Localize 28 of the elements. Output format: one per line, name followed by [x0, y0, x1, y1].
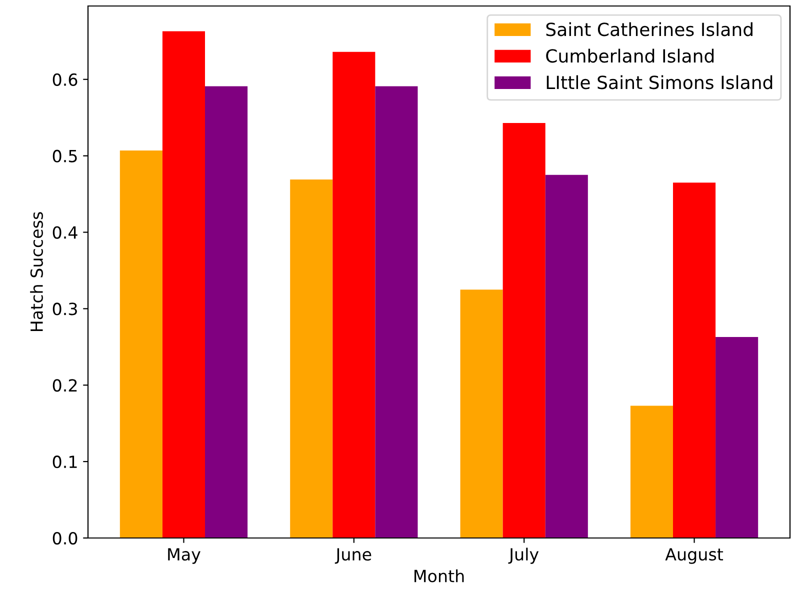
- y-tick-label: 0.4: [52, 226, 78, 239]
- x-tick-label: August: [665, 548, 724, 564]
- bar: [716, 336, 758, 538]
- bar: [162, 31, 205, 538]
- legend-label: LIttle Saint Simons Island: [546, 75, 772, 90]
- bar: [205, 86, 248, 538]
- bar: [502, 122, 546, 538]
- bar: [460, 290, 503, 538]
- legend-label: Saint Catherines Island: [546, 22, 752, 36]
- y-tick-label: 0.6: [52, 73, 78, 86]
- y-tick-label: 0.3: [52, 302, 77, 316]
- y-tick-label: 0.0: [52, 532, 78, 545]
- x-tick-label: July: [508, 548, 539, 564]
- bar: [120, 150, 162, 538]
- bar: [545, 174, 588, 538]
- x-tick-label: June: [334, 548, 372, 564]
- bar: [290, 180, 333, 538]
- x-axis-title: Month: [414, 569, 464, 582]
- y-axis-title: Hatch Success: [30, 212, 43, 332]
- bar: [332, 52, 376, 538]
- y-tick-label: 0.2: [52, 379, 77, 392]
- y-tick-label: 0.1: [52, 456, 77, 468]
- bar: [673, 182, 716, 538]
- bar: [630, 406, 673, 538]
- y-tick-label: 0.5: [52, 150, 77, 162]
- bar: [375, 86, 418, 538]
- legend-label: Cumberland Island: [546, 48, 714, 63]
- x-tick-label: May: [168, 548, 200, 564]
